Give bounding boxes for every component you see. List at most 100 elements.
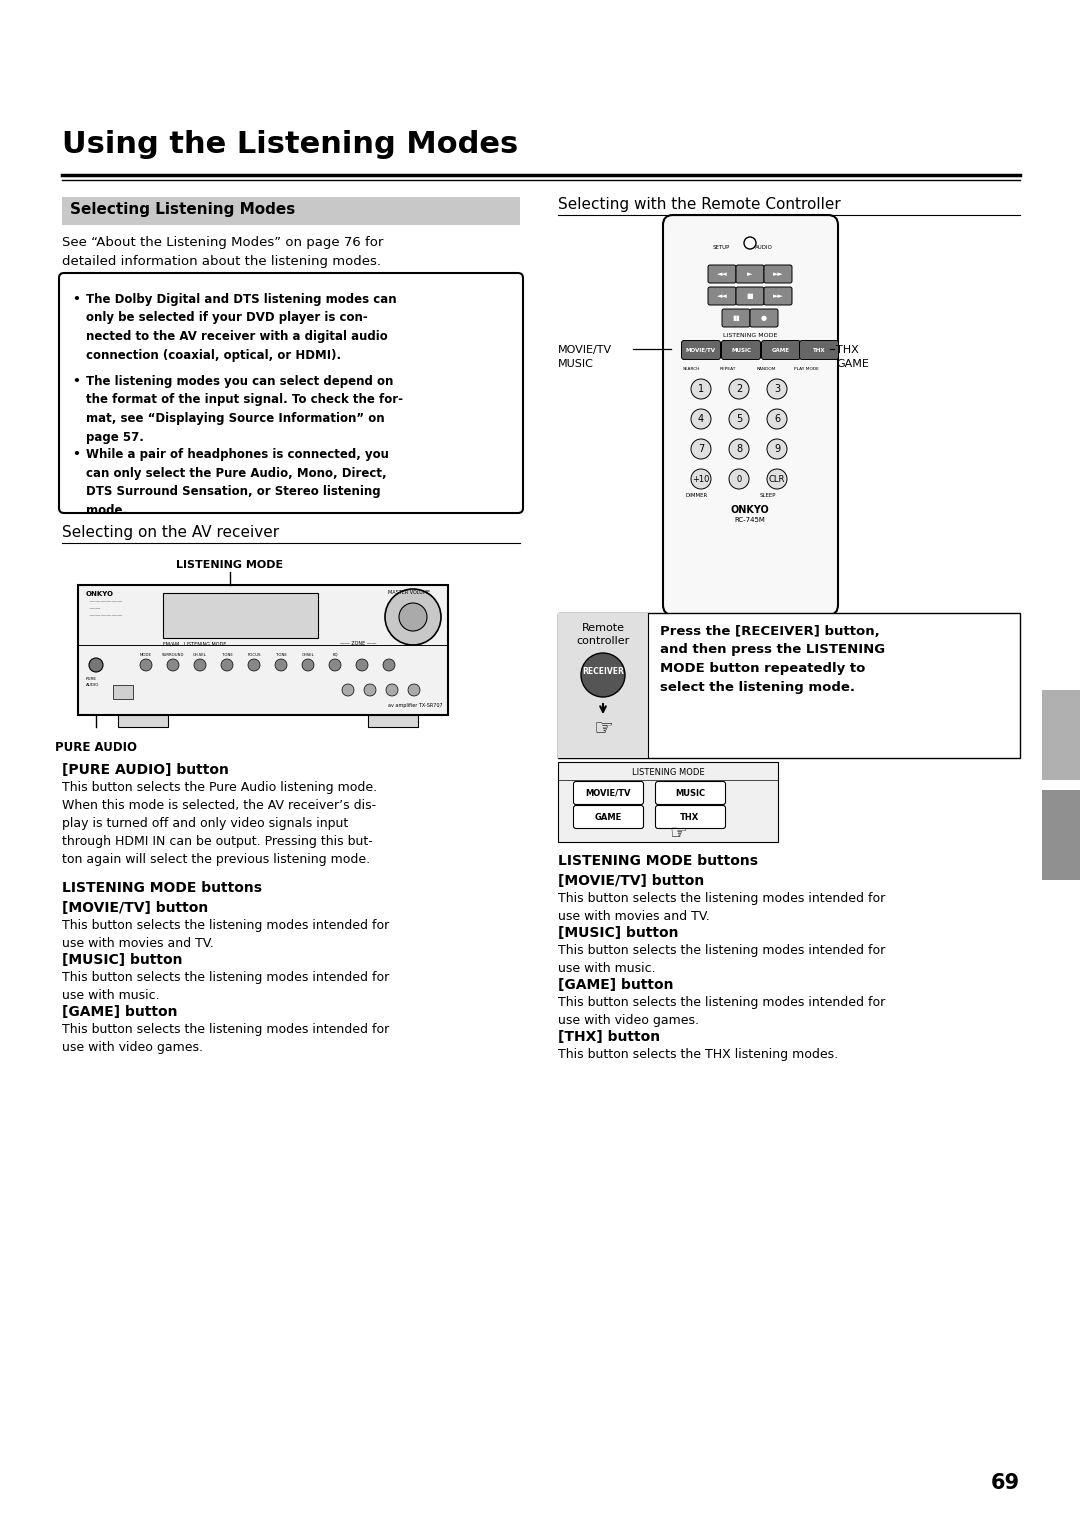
Circle shape: [194, 659, 206, 671]
Text: [MOVIE/TV] button: [MOVIE/TV] button: [558, 874, 704, 888]
Text: —— ZONE ——: —— ZONE ——: [340, 642, 377, 646]
Circle shape: [221, 659, 233, 671]
Circle shape: [356, 659, 368, 671]
FancyBboxPatch shape: [663, 215, 838, 614]
Text: ONKYO: ONKYO: [731, 504, 769, 515]
Circle shape: [729, 379, 750, 399]
Bar: [558, 613, 648, 758]
Circle shape: [383, 659, 395, 671]
Text: Remote
controller: Remote controller: [577, 623, 630, 646]
Text: SETUP: SETUP: [713, 244, 730, 251]
Text: This button selects the listening modes intended for
use with music.: This button selects the listening modes …: [62, 970, 389, 1002]
Text: FOCUS: FOCUS: [247, 652, 260, 657]
Text: MASTER VOLUME: MASTER VOLUME: [388, 590, 430, 594]
Text: [GAME] button: [GAME] button: [558, 978, 674, 992]
Text: ►►: ►►: [772, 270, 783, 277]
Text: FM/AM   LISTENING MODE: FM/AM LISTENING MODE: [163, 642, 227, 646]
Text: RC-745M: RC-745M: [734, 516, 766, 523]
Circle shape: [767, 469, 787, 489]
FancyBboxPatch shape: [735, 287, 764, 306]
Text: DIMMER: DIMMER: [685, 494, 707, 498]
Text: •: •: [72, 293, 80, 306]
Text: EQ: EQ: [333, 652, 338, 657]
Text: PURE AUDIO: PURE AUDIO: [55, 741, 137, 753]
Text: ——————: ——————: [86, 599, 122, 604]
Text: ——————: ——————: [86, 613, 122, 617]
Text: MODE: MODE: [140, 652, 152, 657]
Circle shape: [729, 439, 750, 458]
Circle shape: [275, 659, 287, 671]
Text: ——: ——: [86, 607, 100, 611]
FancyBboxPatch shape: [708, 264, 735, 283]
Text: 0: 0: [737, 475, 742, 483]
Text: PURE
AUDIO: PURE AUDIO: [86, 677, 99, 686]
Text: [MUSIC] button: [MUSIC] button: [558, 926, 678, 940]
Circle shape: [399, 604, 427, 631]
Text: [MUSIC] button: [MUSIC] button: [62, 953, 183, 967]
FancyBboxPatch shape: [708, 287, 735, 306]
Circle shape: [729, 469, 750, 489]
Text: Press the [RECEIVER] button,
and then press the LISTENING
MODE button repeatedly: Press the [RECEIVER] button, and then pr…: [660, 625, 886, 694]
Text: This button selects the listening modes intended for
use with movies and TV.: This button selects the listening modes …: [558, 892, 886, 923]
Text: This button selects the listening modes intended for
use with music.: This button selects the listening modes …: [558, 944, 886, 975]
Text: ▮▮: ▮▮: [732, 315, 740, 321]
FancyBboxPatch shape: [59, 274, 523, 513]
Text: 4: 4: [698, 414, 704, 423]
Text: This button selects the listening modes intended for
use with movies and TV.: This button selects the listening modes …: [62, 918, 389, 950]
Text: ONKYO: ONKYO: [86, 591, 114, 597]
FancyBboxPatch shape: [573, 805, 644, 828]
FancyBboxPatch shape: [656, 805, 726, 828]
Text: Using the Listening Modes: Using the Listening Modes: [62, 130, 518, 159]
Text: 1: 1: [698, 384, 704, 394]
Text: THX
GAME: THX GAME: [836, 345, 869, 368]
Text: GAME: GAME: [594, 813, 622, 822]
Bar: [78, 585, 448, 715]
FancyBboxPatch shape: [723, 309, 750, 327]
Text: CHSEL: CHSEL: [301, 652, 314, 657]
Text: MOVIE/TV
MUSIC: MOVIE/TV MUSIC: [558, 345, 612, 368]
Text: 3: 3: [774, 384, 780, 394]
Text: TONE: TONE: [275, 652, 286, 657]
Circle shape: [386, 685, 399, 695]
Text: LISTENING MODE buttons: LISTENING MODE buttons: [62, 882, 262, 895]
Text: RANDOM: RANDOM: [757, 367, 777, 371]
FancyBboxPatch shape: [761, 341, 800, 359]
Text: [THX] button: [THX] button: [558, 1030, 660, 1044]
Text: 9: 9: [774, 445, 780, 454]
Circle shape: [364, 685, 376, 695]
Circle shape: [729, 410, 750, 429]
Text: AUDIO: AUDIO: [755, 244, 773, 251]
Text: 6: 6: [774, 414, 780, 423]
Text: av amplifier TX-SR707: av amplifier TX-SR707: [388, 703, 443, 707]
Text: Selecting with the Remote Controller: Selecting with the Remote Controller: [558, 197, 840, 212]
Text: [MOVIE/TV] button: [MOVIE/TV] button: [62, 902, 208, 915]
Circle shape: [302, 659, 314, 671]
Circle shape: [744, 237, 756, 249]
Circle shape: [167, 659, 179, 671]
Text: LISTENING MODE: LISTENING MODE: [723, 333, 778, 338]
Text: [PURE AUDIO] button: [PURE AUDIO] button: [62, 762, 229, 778]
Text: This button selects the listening modes intended for
use with video games.: This button selects the listening modes …: [62, 1024, 389, 1054]
Bar: [558, 613, 1020, 758]
Text: MUSIC: MUSIC: [731, 347, 751, 353]
Text: See “About the Listening Modes” on page 76 for
detailed information about the li: See “About the Listening Modes” on page …: [62, 235, 383, 267]
Text: While a pair of headphones is connected, you
can only select the Pure Audio, Mon: While a pair of headphones is connected,…: [86, 448, 389, 516]
Circle shape: [140, 659, 152, 671]
FancyBboxPatch shape: [721, 341, 760, 359]
Text: RECEIVER: RECEIVER: [582, 668, 624, 677]
Bar: [163, 593, 318, 639]
Circle shape: [767, 379, 787, 399]
Circle shape: [248, 659, 260, 671]
Text: TONE: TONE: [221, 652, 232, 657]
Text: ☞: ☞: [670, 824, 687, 843]
Text: REPEAT: REPEAT: [720, 367, 737, 371]
Text: This button selects the Pure Audio listening mode.
When this mode is selected, t: This button selects the Pure Audio liste…: [62, 781, 377, 866]
Text: SLEEP: SLEEP: [760, 494, 777, 498]
Bar: [62, 197, 519, 225]
Text: 8: 8: [735, 445, 742, 454]
Text: [GAME] button: [GAME] button: [62, 1005, 177, 1019]
Text: ►►: ►►: [772, 293, 783, 299]
Text: MUSIC: MUSIC: [675, 788, 705, 798]
Bar: [118, 715, 168, 727]
Text: 5: 5: [735, 414, 742, 423]
